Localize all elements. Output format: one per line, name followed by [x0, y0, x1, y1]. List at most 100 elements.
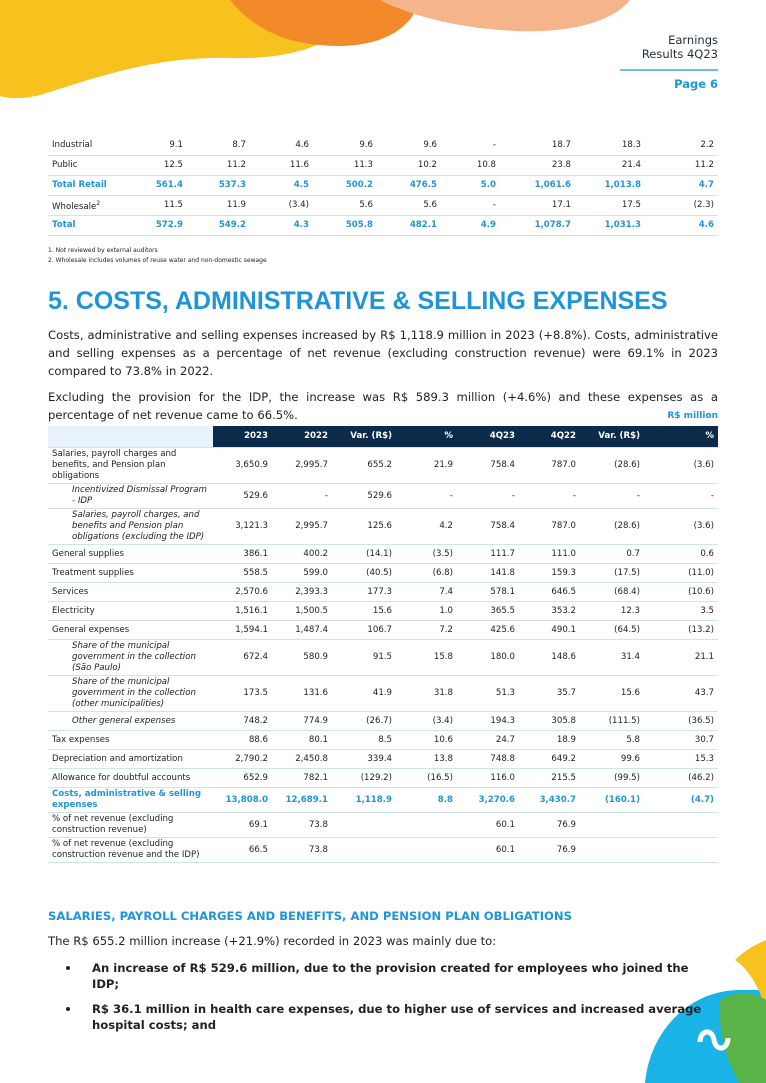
cell: 1,516.1: [213, 601, 272, 621]
table-row: General expenses 1,594.1 1,487.4 106.7 7.2 42…: [48, 620, 718, 640]
header-cell: 2023: [213, 426, 272, 448]
cell: 35.7: [519, 675, 580, 712]
cell: 10.6: [396, 730, 457, 750]
cell: 11.2: [187, 155, 250, 176]
table-row: Costs, administrative & selling expenses…: [48, 787, 718, 813]
cell: 4.9: [441, 215, 500, 236]
row-label: Total: [48, 215, 138, 236]
bullet: R$ 36.1 million in health care expenses,…: [48, 1001, 718, 1033]
cell: 148.6: [519, 639, 580, 676]
cell: 339.4: [332, 749, 396, 769]
cell: -: [441, 136, 500, 156]
cell: (3.5): [396, 544, 457, 564]
table-row: Salaries, payroll charges, and benefits …: [48, 508, 718, 545]
cell: 505.8: [313, 215, 377, 236]
cell: 5.8: [580, 730, 644, 750]
cell: 1,500.5: [272, 601, 332, 621]
bullet-list: An increase of R$ 529.6 million, due to …: [48, 960, 718, 1042]
cell: (3.6): [644, 447, 718, 484]
cell: 0.7: [580, 544, 644, 564]
row-label: Services: [48, 582, 213, 602]
cell: 7.2: [396, 620, 457, 640]
cell: 2,450.8: [272, 749, 332, 769]
cell: (10.6): [644, 582, 718, 602]
cell: 8.5: [332, 730, 396, 750]
row-label: Other general expenses: [48, 711, 213, 731]
cell: 60.1: [457, 812, 519, 838]
cell: 21.4: [575, 155, 645, 176]
cell: 561.4: [138, 175, 187, 196]
cell: 2,995.7: [272, 508, 332, 545]
row-label-text: Public: [52, 160, 78, 170]
header-cell: 4Q23: [457, 426, 519, 448]
cell: 400.2: [272, 544, 332, 564]
cell: 23.8: [500, 155, 575, 176]
cell: 17.1: [500, 195, 575, 216]
table-row: Public 12.5 11.2 11.6 11.3 10.2 10.8 23.8 21.4 11…: [48, 155, 718, 176]
cell: 4.2: [396, 508, 457, 545]
footnotes: 1. Not reviewed by external auditors 2. …: [48, 246, 267, 266]
row-label: Depreciation and amortization: [48, 749, 213, 769]
unit-label: R$ million: [667, 411, 718, 421]
row-label-text: Tax expenses: [52, 734, 110, 745]
cell: 2.2: [645, 136, 718, 156]
header-cell: Var. (R$): [332, 426, 396, 448]
cell: (2.3): [645, 195, 718, 216]
cell: 18.3: [575, 136, 645, 156]
cell: 69.1: [213, 812, 272, 838]
cell: 3,121.3: [213, 508, 272, 545]
cell: (26.7): [332, 711, 396, 731]
row-label-text: Total: [52, 220, 76, 230]
header-title: Earnings: [668, 33, 718, 47]
cell: (13.2): [644, 620, 718, 640]
cell: (3.4): [396, 711, 457, 731]
table-row: Tax expenses 88.6 80.1 8.5 10.6 24.7 18.9 5.8 30…: [48, 730, 718, 750]
header-cell: 4Q22: [519, 426, 580, 448]
cell: 782.1: [272, 768, 332, 788]
cell: 30.7: [644, 730, 718, 750]
cell: 529.6: [332, 483, 396, 509]
cell: -: [441, 195, 500, 216]
cell: 141.8: [457, 563, 519, 583]
row-label: General expenses: [48, 620, 213, 640]
cell: -: [580, 483, 644, 509]
cell: (3.6): [644, 508, 718, 545]
cell: 365.5: [457, 601, 519, 621]
row-label: % of net revenue (excluding construction…: [48, 812, 213, 838]
cell: 748.8: [457, 749, 519, 769]
header-cell: %: [644, 426, 718, 448]
cell: 73.8: [272, 837, 332, 863]
cell: 12.5: [138, 155, 187, 176]
table-row: % of net revenue (excluding construction…: [48, 812, 718, 838]
row-label-text: % of net revenue (excluding construction…: [52, 814, 174, 835]
footnote-ref: 2: [96, 200, 101, 208]
cell: (111.5): [580, 711, 644, 731]
cell: 24.7: [457, 730, 519, 750]
cell: 41.9: [332, 675, 396, 712]
table-row: Electricity 1,516.1 1,500.5 15.6 1.0 365.5 353…: [48, 601, 718, 621]
cell: [332, 812, 396, 838]
cell: (3.4): [250, 195, 313, 216]
cell: -: [644, 483, 718, 509]
header-cell: 2022: [272, 426, 332, 448]
cell: 15.6: [332, 601, 396, 621]
cell: 578.1: [457, 582, 519, 602]
cell: 43.7: [644, 675, 718, 712]
cell: 1,031.3: [575, 215, 645, 236]
cell: (6.8): [396, 563, 457, 583]
cell: (4.7): [644, 787, 718, 813]
cell: 0.6: [644, 544, 718, 564]
row-label-text: Salaries, payroll charges and benefits, …: [52, 449, 177, 481]
cell: 17.5: [575, 195, 645, 216]
footnote: 2. Wholesale includes volumes of reuse w…: [48, 257, 267, 264]
cell: 73.8: [272, 812, 332, 838]
row-label: General supplies: [48, 544, 213, 564]
cell: 76.9: [519, 837, 580, 863]
cell: 787.0: [519, 508, 580, 545]
cell: 646.5: [519, 582, 580, 602]
cell: (36.5): [644, 711, 718, 731]
row-label: Public: [48, 155, 138, 176]
cell: 91.5: [332, 639, 396, 676]
row-label-text: Industrial: [52, 140, 93, 150]
